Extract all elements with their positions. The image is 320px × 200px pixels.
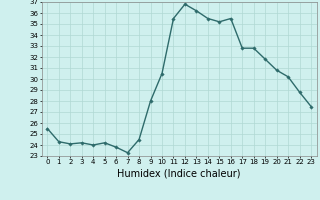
X-axis label: Humidex (Indice chaleur): Humidex (Indice chaleur) — [117, 168, 241, 178]
